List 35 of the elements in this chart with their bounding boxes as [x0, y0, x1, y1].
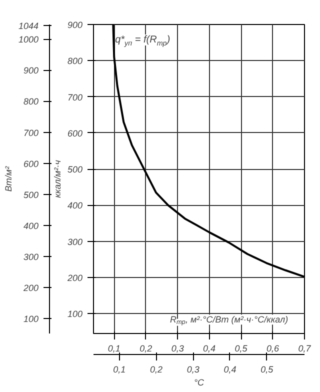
- y-tick-label: 500: [67, 164, 83, 175]
- x-tick-label: 0,1: [108, 344, 120, 354]
- x-tick-label: 0,3: [171, 344, 184, 354]
- y-tick-label: 800: [67, 56, 83, 66]
- y-axis-title: ккал/м²·ч: [52, 160, 62, 198]
- x2-tick-label: 0,2: [150, 364, 162, 374]
- y2-tick-label: 500: [23, 190, 39, 200]
- y-tick-label: 200: [66, 272, 83, 283]
- y-tick-label: 100: [67, 309, 83, 320]
- y2-tick-label: 1044: [18, 20, 39, 31]
- y2-tick-label: 300: [23, 252, 39, 262]
- y-tick-label: 700: [67, 92, 83, 102]
- x2-axis-title: °C: [194, 378, 205, 388]
- x2-tick-label: 0,4: [224, 364, 236, 374]
- x2-tick-label: 0,3: [186, 364, 200, 374]
- y-tick-label: 300: [67, 236, 83, 247]
- y2-tick-label: 1000: [18, 34, 39, 45]
- y-tick-label: 600: [67, 128, 83, 138]
- x2-tick-label: 0,5: [260, 364, 274, 374]
- x-tick-label: 0,4: [203, 344, 216, 354]
- y2-tick-label: 600: [23, 158, 39, 169]
- y-tick-label: 400: [67, 200, 83, 211]
- y2-tick-label: 900: [23, 66, 39, 76]
- y2-tick-label: 400: [23, 220, 39, 231]
- x-tick-label: 0,7: [298, 344, 312, 354]
- x2-tick-label: 0,1: [113, 364, 126, 374]
- x-tick-label: 0,6: [266, 344, 280, 354]
- y2-tick-label: 100: [23, 314, 39, 324]
- y2-tick-label: 700: [23, 128, 39, 138]
- x-tick-label: 0,2: [140, 344, 152, 354]
- y2-tick-label: 800: [23, 96, 39, 107]
- y-tick-label: 900: [67, 20, 83, 30]
- y2-tick-label: 200: [22, 283, 39, 294]
- y2-axis-title: Вт/м²: [3, 165, 14, 192]
- x-tick-label: 0,5: [234, 344, 248, 354]
